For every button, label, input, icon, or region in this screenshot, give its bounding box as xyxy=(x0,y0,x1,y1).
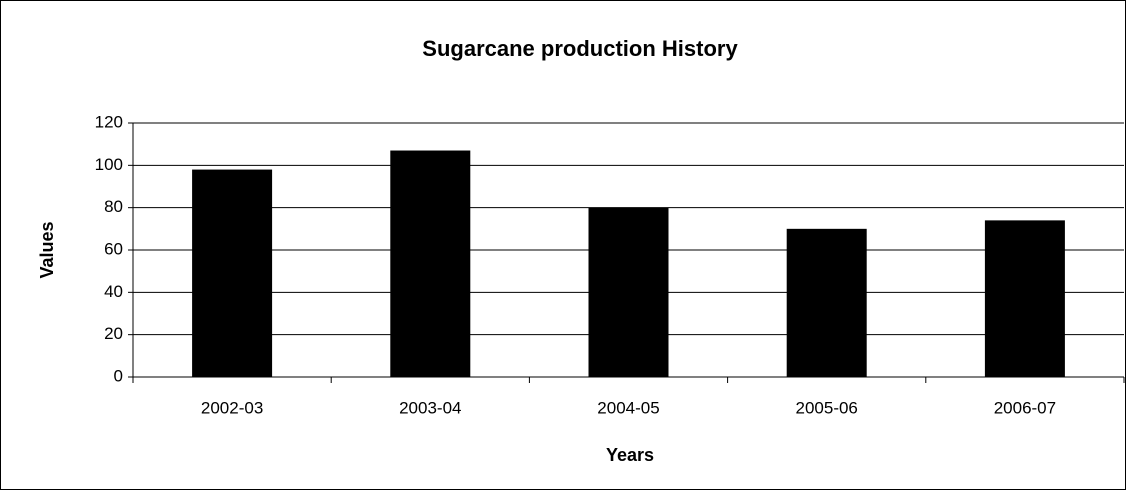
y-tick-label: 0 xyxy=(114,366,123,385)
bar xyxy=(588,207,669,377)
x-tick-label: 2006-07 xyxy=(994,398,1056,417)
x-tick-label: 2003-04 xyxy=(399,398,461,417)
y-tick-label: 80 xyxy=(104,197,123,216)
chart-title: Sugarcane production History xyxy=(422,36,738,61)
x-tick-label: 2005-06 xyxy=(796,398,858,417)
x-tick-label: 2004-05 xyxy=(597,398,659,417)
x-axis-label: Years xyxy=(606,445,654,465)
bar xyxy=(786,228,867,377)
y-axis-label: Values xyxy=(37,221,57,278)
y-tick-label: 60 xyxy=(104,239,123,258)
bar xyxy=(984,220,1065,377)
y-tick-label: 100 xyxy=(95,155,123,174)
y-tick-label: 20 xyxy=(104,324,123,343)
bar xyxy=(192,169,273,377)
bar xyxy=(390,150,471,377)
x-tick-label: 2002-03 xyxy=(201,398,263,417)
y-tick-label: 120 xyxy=(95,112,123,131)
y-tick-label: 40 xyxy=(104,282,123,301)
